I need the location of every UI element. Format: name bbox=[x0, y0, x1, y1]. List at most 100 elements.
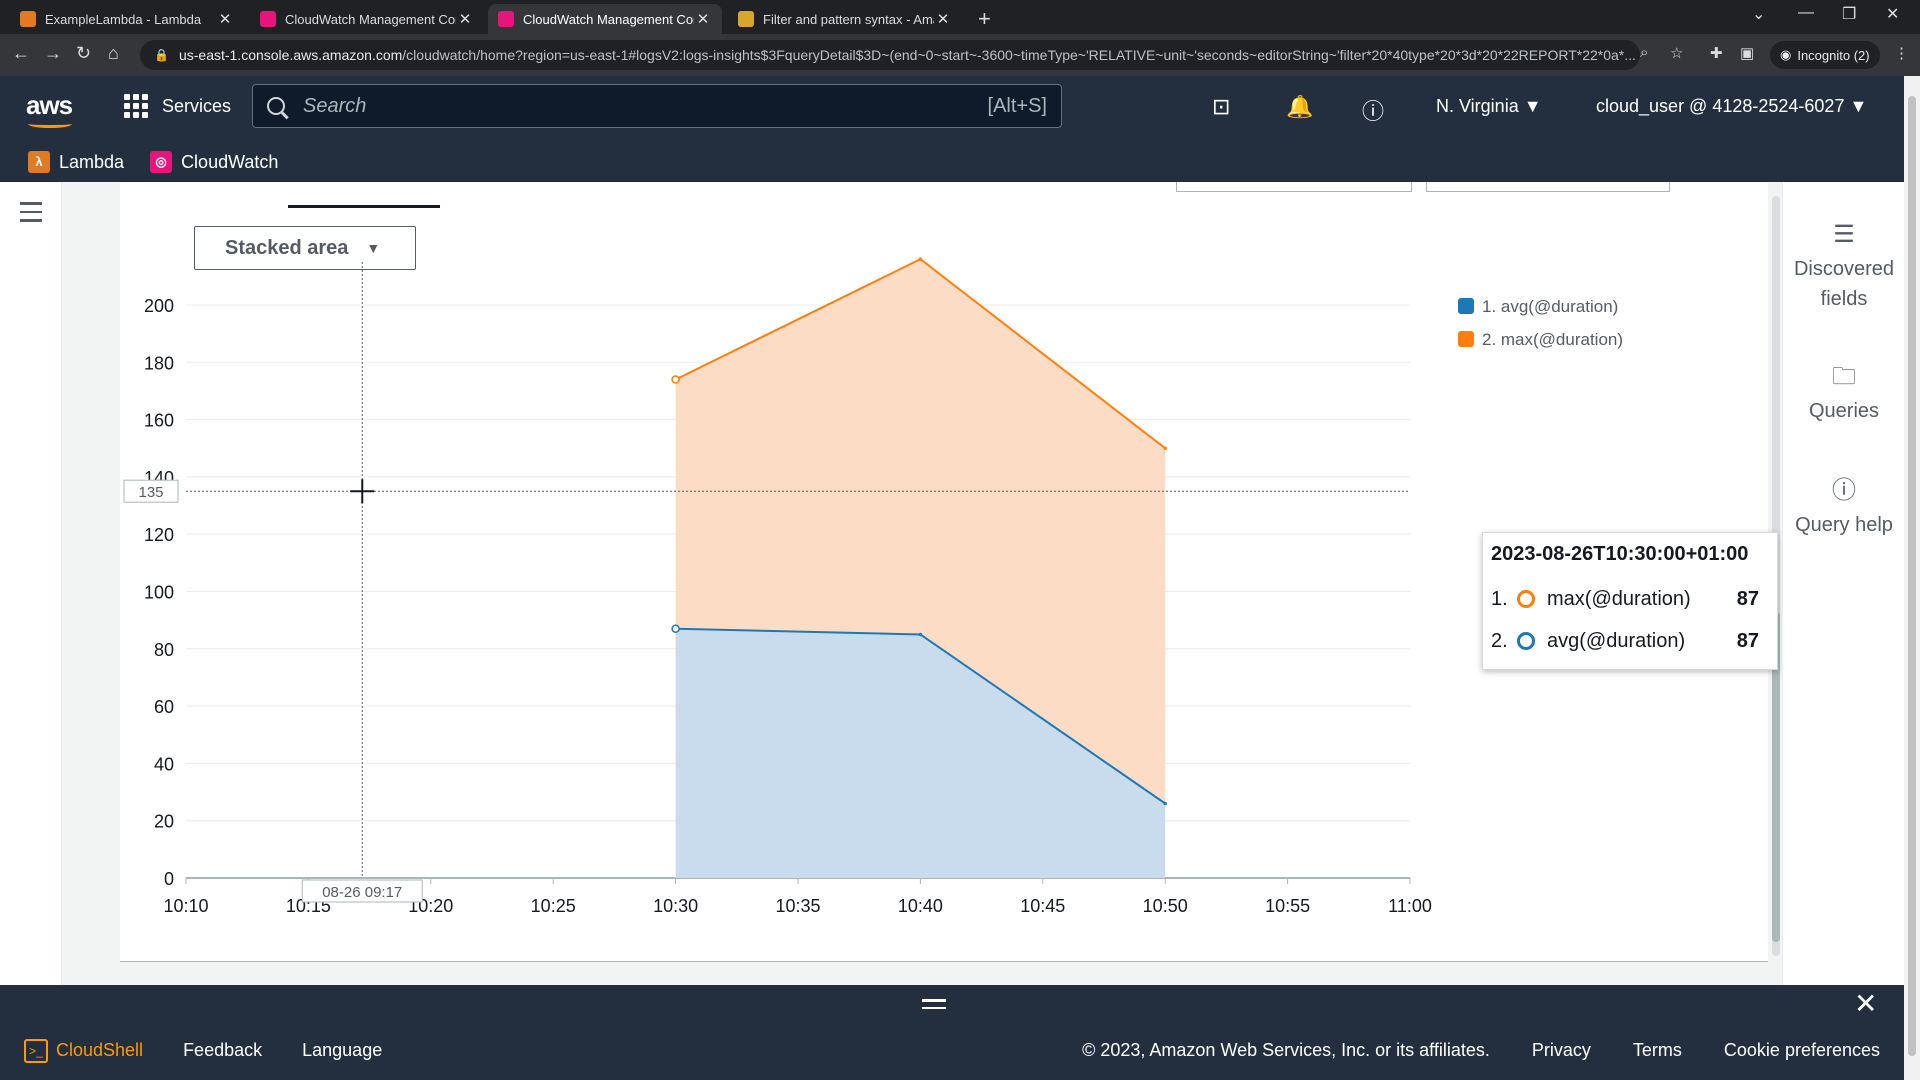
minimize-icon[interactable]: — bbox=[1798, 4, 1814, 21]
cookie-preferences-link[interactable]: Cookie preferences bbox=[1723, 1040, 1880, 1060]
forward-icon[interactable]: → bbox=[44, 43, 62, 63]
restore-icon[interactable]: ❐ bbox=[1842, 6, 1857, 23]
language-link[interactable]: Language bbox=[302, 1040, 383, 1060]
search-shortcut-hint: [Alt+S] bbox=[987, 94, 1047, 117]
tooltip-row-value: 87 bbox=[1736, 629, 1759, 652]
list-icon: ☰ bbox=[1833, 221, 1855, 248]
y-tick-label: 160 bbox=[144, 411, 174, 431]
favorites-bar: λ Lambda ◎ CloudWatch bbox=[0, 142, 1920, 182]
legend-item: 1. avg(@duration) bbox=[1482, 297, 1618, 316]
page-scroll-thumb[interactable] bbox=[1908, 96, 1916, 1056]
x-tick-label: 10:45 bbox=[1020, 896, 1065, 916]
tooltip-row: 2. avg(@duration) 87 bbox=[1491, 620, 1769, 662]
privacy-link[interactable]: Privacy bbox=[1531, 1040, 1591, 1060]
reload-icon[interactable]: ↻ bbox=[76, 43, 92, 63]
region-selector[interactable]: N. Virginia ▼ bbox=[1436, 96, 1542, 117]
x-tick-label: 10:40 bbox=[898, 896, 943, 916]
menu-icon[interactable] bbox=[20, 202, 42, 228]
chart-tooltip: 2023-08-26T10:30:00+01:00 1. max(@durati… bbox=[1482, 532, 1778, 670]
y-tick-label: 120 bbox=[144, 525, 174, 545]
tab-close-icon[interactable]: ✕ bbox=[936, 11, 950, 28]
zoom-icon[interactable]: ⌕ bbox=[1640, 44, 1649, 61]
action-button-edge[interactable] bbox=[1426, 182, 1670, 192]
side-panel-icon[interactable]: ▣ bbox=[1740, 45, 1755, 62]
console-footer: >_ CloudShell Feedback Language © 2023, A… bbox=[0, 1021, 1904, 1080]
cloudshell-icon[interactable]: ⊡ bbox=[1212, 94, 1231, 119]
drag-handle-icon[interactable] bbox=[922, 999, 946, 1014]
aws-smile-icon bbox=[28, 120, 72, 128]
favorite-lambda[interactable]: λ Lambda bbox=[28, 151, 124, 173]
cloudshell-button[interactable]: >_ CloudShell bbox=[24, 1038, 143, 1063]
query-help-label: Query help bbox=[1795, 514, 1893, 536]
cloudwatch-favicon-icon bbox=[498, 11, 514, 27]
incognito-label: Incognito (2) bbox=[1797, 47, 1870, 63]
x-tick-label: 10:50 bbox=[1143, 896, 1188, 916]
x-tick-label: 10:35 bbox=[775, 896, 820, 916]
lock-icon: 🔒 bbox=[154, 48, 169, 62]
notifications-bell-icon[interactable]: 🔔 bbox=[1286, 94, 1314, 119]
browser-tab-cloudwatch-1[interactable]: CloudWatch Management Conso ✕ bbox=[250, 4, 484, 34]
lambda-icon: λ bbox=[28, 151, 50, 173]
queries-button[interactable]: 🗀 Queries bbox=[1783, 362, 1905, 426]
browser-toolbar: ← → ↻ ⌂ 🔒 us-east-1.console.aws.amazon.c… bbox=[0, 34, 1920, 76]
series-marker-icon bbox=[1517, 590, 1535, 608]
terms-link[interactable]: Terms bbox=[1632, 1040, 1682, 1060]
services-menu-button[interactable]: Services bbox=[124, 94, 231, 118]
browser-tab-filter-syntax[interactable]: Filter and pattern syntax - Amazo ✕ bbox=[728, 4, 962, 34]
caret-down-icon: ▼ bbox=[366, 240, 381, 256]
y-tick-label: 80 bbox=[154, 640, 174, 660]
browser-tab-bar: ExampleLambda - Lambda ✕ CloudWatch Mana… bbox=[0, 0, 1920, 34]
feedback-link[interactable]: Feedback bbox=[183, 1040, 263, 1060]
scroll-thumb[interactable] bbox=[1772, 612, 1780, 942]
y-tick-label: 60 bbox=[154, 697, 174, 717]
bookmark-star-icon[interactable]: ☆ bbox=[1670, 45, 1684, 62]
new-tab-icon[interactable]: + bbox=[978, 6, 991, 31]
help-icon[interactable]: ⓘ bbox=[1362, 99, 1385, 124]
incognito-icon: ◉ bbox=[1780, 47, 1792, 62]
tooltip-row-value: 87 bbox=[1736, 587, 1759, 610]
tab-label: CloudWatch Management Conso bbox=[285, 11, 456, 27]
page-scrollbar[interactable] bbox=[1904, 76, 1920, 1080]
query-help-button[interactable]: ⓘ Query help bbox=[1783, 476, 1905, 540]
folder-icon: 🗀 bbox=[1832, 363, 1856, 390]
crosshair-y-badge bbox=[123, 479, 179, 503]
url-path: /cloudwatch/home?region=us-east-1#logsV2… bbox=[402, 47, 1636, 63]
browser-tab-cloudwatch-2[interactable]: CloudWatch Management Conso ✕ bbox=[488, 4, 722, 34]
tab-close-icon[interactable]: ✕ bbox=[696, 11, 710, 28]
aws-logo-text: aws bbox=[26, 90, 73, 120]
services-label: Services bbox=[162, 95, 232, 116]
favorite-cloudwatch[interactable]: ◎ CloudWatch bbox=[150, 151, 278, 173]
action-button-edge[interactable] bbox=[1176, 182, 1412, 192]
close-icon[interactable]: ✕ bbox=[1854, 988, 1878, 1019]
area-avg-duration bbox=[675, 628, 1166, 878]
copyright-text: © 2023, Amazon Web Services, Inc. or its… bbox=[1082, 1040, 1490, 1060]
x-tick-label: 10:10 bbox=[163, 896, 208, 916]
browser-menu-icon[interactable]: ⋮ bbox=[1894, 45, 1909, 62]
browser-tab-lambda[interactable]: ExampleLambda - Lambda ✕ bbox=[10, 4, 244, 34]
tab-close-icon[interactable]: ✕ bbox=[458, 11, 472, 28]
home-icon[interactable]: ⌂ bbox=[108, 43, 119, 63]
tab-label: ExampleLambda - Lambda bbox=[45, 11, 202, 27]
y-tick-label: 40 bbox=[154, 754, 174, 774]
address-bar[interactable]: 🔒 us-east-1.console.aws.amazon.com/cloud… bbox=[140, 40, 1640, 70]
y-tick-label: 100 bbox=[144, 582, 174, 602]
chart-type-select[interactable]: Stacked area ▼ bbox=[194, 226, 416, 270]
data-point-max-duration bbox=[1163, 446, 1167, 450]
incognito-badge[interactable]: ◉ Incognito (2) bbox=[1770, 41, 1880, 69]
aws-logo[interactable]: aws bbox=[26, 90, 73, 128]
search-icon bbox=[267, 97, 285, 115]
account-menu[interactable]: cloud_user @ 4128-2524-6027 ▼ bbox=[1596, 96, 1867, 117]
y-tick-label: 20 bbox=[154, 812, 174, 832]
y-tick-label: 0 bbox=[164, 869, 174, 889]
extensions-icon[interactable]: ✚ bbox=[1710, 45, 1723, 62]
tab-close-icon[interactable]: ✕ bbox=[218, 11, 232, 28]
search-input[interactable]: Search [Alt+S] bbox=[252, 84, 1062, 128]
back-icon[interactable]: ← bbox=[12, 43, 30, 63]
footer-right: © 2023, Amazon Web Services, Inc. or its… bbox=[1082, 1021, 1904, 1080]
window-close-icon[interactable]: ✕ bbox=[1886, 6, 1900, 23]
caret-down-icon: ▼ bbox=[1523, 96, 1542, 116]
discovered-fields-button[interactable]: ☰ Discovered fields bbox=[1783, 220, 1905, 314]
legend-swatch bbox=[1458, 331, 1474, 347]
tab-search-icon[interactable]: ⌄ bbox=[1752, 6, 1766, 23]
